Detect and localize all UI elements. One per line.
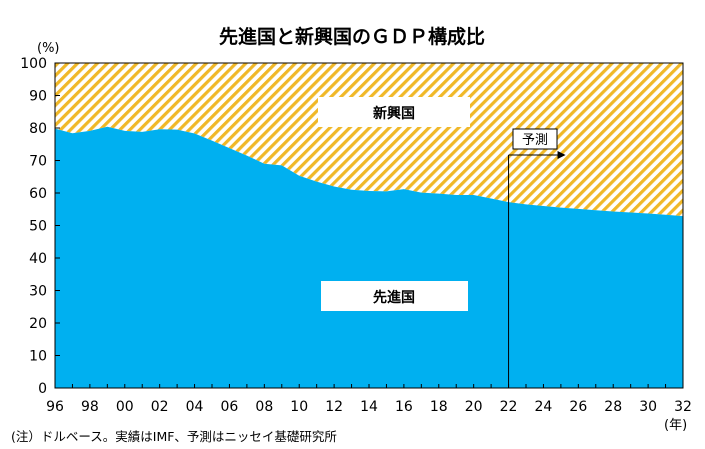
y-tick-label: 40 [29,251,47,267]
y-tick-label: 100 [20,56,47,72]
emerging-area [55,63,683,217]
forecast-label: 予測 [522,133,548,148]
x-tick-label: 16 [395,399,413,415]
emerging-label-box [318,97,470,127]
y-tick-label: 10 [29,349,47,365]
advanced-label: 先進国 [373,289,415,306]
y-tick-label: 50 [29,219,47,235]
forecast-label-box [512,128,558,150]
y-tick-label: 80 [29,121,47,137]
source-note: (注）ドルベース。実績はIMF、予測はニッセイ基礎研究所 [11,429,337,444]
x-tick-label: 24 [535,399,553,415]
y-axis-unit: (%) [37,41,60,56]
advanced-label-box [321,281,468,311]
y-tick-label: 20 [29,316,47,332]
x-tick-label: 10 [290,399,308,415]
y-tick-label: 70 [29,154,47,170]
x-tick-label: 22 [500,399,518,415]
x-axis-unit: (年) [664,418,687,433]
x-tick-label: 96 [46,399,64,415]
x-tick-label: 12 [325,399,343,415]
x-tick-label: 04 [186,399,204,415]
x-tick-label: 20 [465,399,483,415]
x-tick-label: 00 [116,399,134,415]
y-tick-label: 30 [29,284,47,300]
advanced-area [55,126,683,388]
x-tick-label: 08 [255,399,273,415]
x-tick-label: 32 [674,399,692,415]
x-tick-label: 30 [639,399,657,415]
y-tick-label: 60 [29,186,47,202]
x-tick-label: 98 [81,399,99,415]
x-tick-label: 14 [360,399,378,415]
x-tick-label: 28 [604,399,622,415]
forecast-arrow-head [557,151,566,159]
chart-title: 先進国と新興国のＧＤＰ構成比 [219,25,485,48]
y-tick-label: 90 [29,89,47,105]
emerging-label: 新興国 [373,105,415,122]
x-tick-label: 06 [221,399,239,415]
y-tick-label: 0 [38,381,47,397]
x-tick-label: 02 [151,399,169,415]
x-tick-label: 18 [430,399,448,415]
x-tick-label: 26 [569,399,587,415]
